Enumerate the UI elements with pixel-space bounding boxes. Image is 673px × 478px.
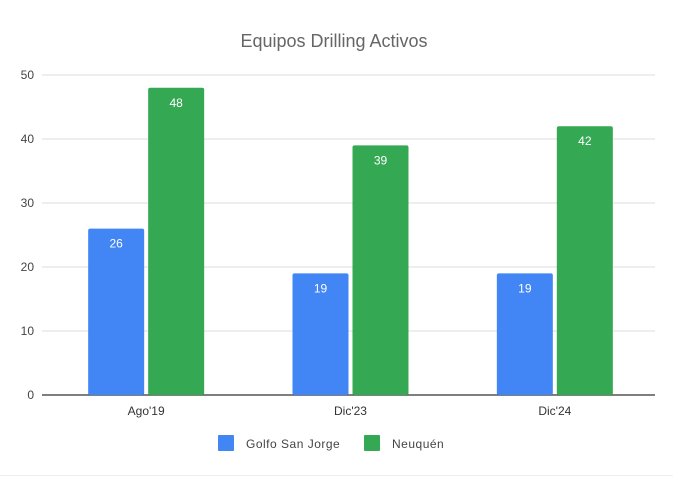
data-label: 42 — [578, 134, 592, 148]
bar-golfo-san-jorge[interactable] — [88, 228, 145, 395]
legend-swatch — [218, 435, 234, 451]
bottom-divider — [0, 475, 673, 476]
legend-label: Golfo San Jorge — [246, 437, 340, 451]
y-tick-label: 40 — [21, 132, 35, 146]
y-tick-label: 50 — [21, 68, 35, 82]
x-tick-label: Ago'19 — [128, 404, 165, 418]
bar-golfo-san-jorge[interactable] — [292, 273, 349, 395]
legend-swatch — [364, 435, 380, 451]
x-tick-label: Dic'24 — [538, 404, 571, 418]
bar-neuquen[interactable] — [148, 87, 205, 396]
data-label: 19 — [314, 281, 328, 295]
data-label: 48 — [169, 96, 183, 110]
y-tick-label: 20 — [21, 260, 35, 274]
data-label: 19 — [518, 281, 532, 295]
y-tick-label: 30 — [21, 196, 35, 210]
legend-item[interactable]: Neuquén — [364, 435, 444, 451]
bar-neuquen[interactable] — [352, 145, 409, 395]
y-tick-label: 0 — [27, 388, 34, 402]
chart-title: Equipos Drilling Activos — [240, 31, 427, 51]
bar-golfo-san-jorge[interactable] — [496, 273, 553, 395]
y-tick-label: 10 — [21, 324, 35, 338]
x-tick-label: Dic'23 — [334, 404, 367, 418]
data-label: 26 — [109, 237, 123, 251]
data-label: 39 — [374, 153, 388, 167]
bar-neuquen[interactable] — [556, 126, 613, 395]
legend-item[interactable]: Golfo San Jorge — [218, 435, 340, 451]
legend-label: Neuquén — [392, 437, 444, 451]
